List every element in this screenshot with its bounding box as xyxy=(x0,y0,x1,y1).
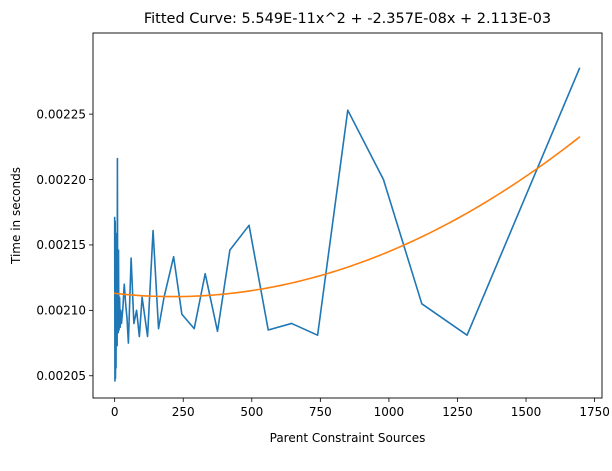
x-tick-label: 0 xyxy=(111,405,119,419)
y-tick-label: 0.00210 xyxy=(36,304,86,318)
series-layer xyxy=(113,67,581,382)
x-tick-label: 1000 xyxy=(374,405,405,419)
y-tick-label: 0.00220 xyxy=(36,173,86,187)
y-tick-label: 0.00215 xyxy=(36,238,86,252)
fitted-curve-line xyxy=(113,136,581,298)
plot-background xyxy=(93,33,602,398)
y-axis-title: Time in seconds xyxy=(9,167,23,265)
chart-title: Fitted Curve: 5.549E-11x^2 + -2.357E-08x… xyxy=(144,11,551,27)
x-tick-label: 1750 xyxy=(579,405,610,419)
plot-frame xyxy=(92,32,603,399)
measured-series-line xyxy=(113,67,581,382)
y-tick-label: 0.00225 xyxy=(36,107,86,121)
y-axis: 0.00205 0.00210 0.00215 0.00220 0.00225 xyxy=(36,107,93,383)
x-tick-label: 1500 xyxy=(511,405,542,419)
x-axis: 0 250 500 750 1000 1250 1500 1750 xyxy=(111,398,610,419)
y-tick-label: 0.00205 xyxy=(36,369,86,383)
x-tick-label: 250 xyxy=(172,405,195,419)
x-tick-label: 1250 xyxy=(442,405,473,419)
x-tick-label: 750 xyxy=(309,405,332,419)
x-tick-label: 500 xyxy=(240,405,263,419)
x-axis-title: Parent Constraint Sources xyxy=(270,431,426,445)
plot-area xyxy=(92,32,603,399)
